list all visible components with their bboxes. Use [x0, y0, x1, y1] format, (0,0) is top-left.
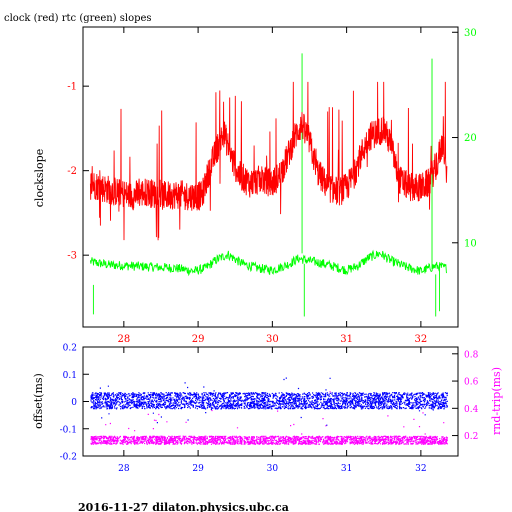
lower-y-tick-label: 0: [71, 398, 77, 408]
lower-plot-layer: 28 29 30 31 32 0.2 0.1 0 -0.1 -0.2 0.8 0.6 0.4 0.2: [60, 344, 479, 475]
upper-x-tick-label: 32: [415, 334, 428, 345]
chart-title: clock (red) rtc (green) slopes: [4, 13, 152, 24]
lower-y-tick-label: -0.1: [60, 425, 77, 435]
upper-y-tick-label: -3: [67, 251, 77, 262]
upper-y2-tick-label: 30: [464, 28, 477, 39]
lower-y-tick-label: -0.2: [60, 453, 77, 463]
lower-x-tick-label: 30: [267, 464, 279, 474]
upper-x-tick-label: 28: [117, 334, 130, 345]
lower-y-tick-label: 0.1: [63, 371, 77, 381]
rnd-trip-points: [90, 391, 448, 445]
lower-y2-tick-label: 0.8: [464, 350, 479, 360]
lower-y-axis-label: offset(ms): [32, 373, 45, 429]
footer-text: 2016-11-27 dilaton.physics.ubc.ca: [78, 501, 289, 512]
upper-y-axis-label: clockslope: [33, 149, 46, 207]
upper-x-tick-label: 29: [192, 334, 205, 345]
upper-y2-tick-label: 10: [464, 238, 477, 249]
upper-y-tick-label: -2: [67, 166, 77, 177]
lower-y2-axis-label: rnd-trip(ms): [490, 367, 503, 435]
lower-y2-tick-label: 0.2: [464, 432, 478, 442]
lower-x-tick-label: 29: [192, 464, 204, 474]
lower-x-tick-label: 32: [415, 464, 426, 474]
clock-slope-series: [89, 81, 448, 241]
upper-y2-tick-label: 20: [464, 133, 477, 144]
upper-x-tick-label: 31: [340, 334, 353, 345]
offset-points: [90, 377, 449, 426]
upper-plot-frame: [82, 26, 459, 328]
upper-y-tick-label: -1: [67, 82, 77, 93]
rtc-slope-series: [89, 249, 448, 277]
lower-y-tick-label: 0.2: [63, 344, 77, 354]
upper-plot-layer: 28 29 30 31 32 -1 -2 -3 10 20 30: [67, 27, 477, 345]
lower-y2-tick-label: 0.4: [464, 405, 479, 415]
upper-x-tick-label: 30: [266, 334, 279, 345]
lower-x-tick-label: 28: [118, 464, 130, 474]
lower-y2-tick-label: 0.6: [464, 378, 479, 388]
lower-x-tick-label: 31: [341, 464, 352, 474]
